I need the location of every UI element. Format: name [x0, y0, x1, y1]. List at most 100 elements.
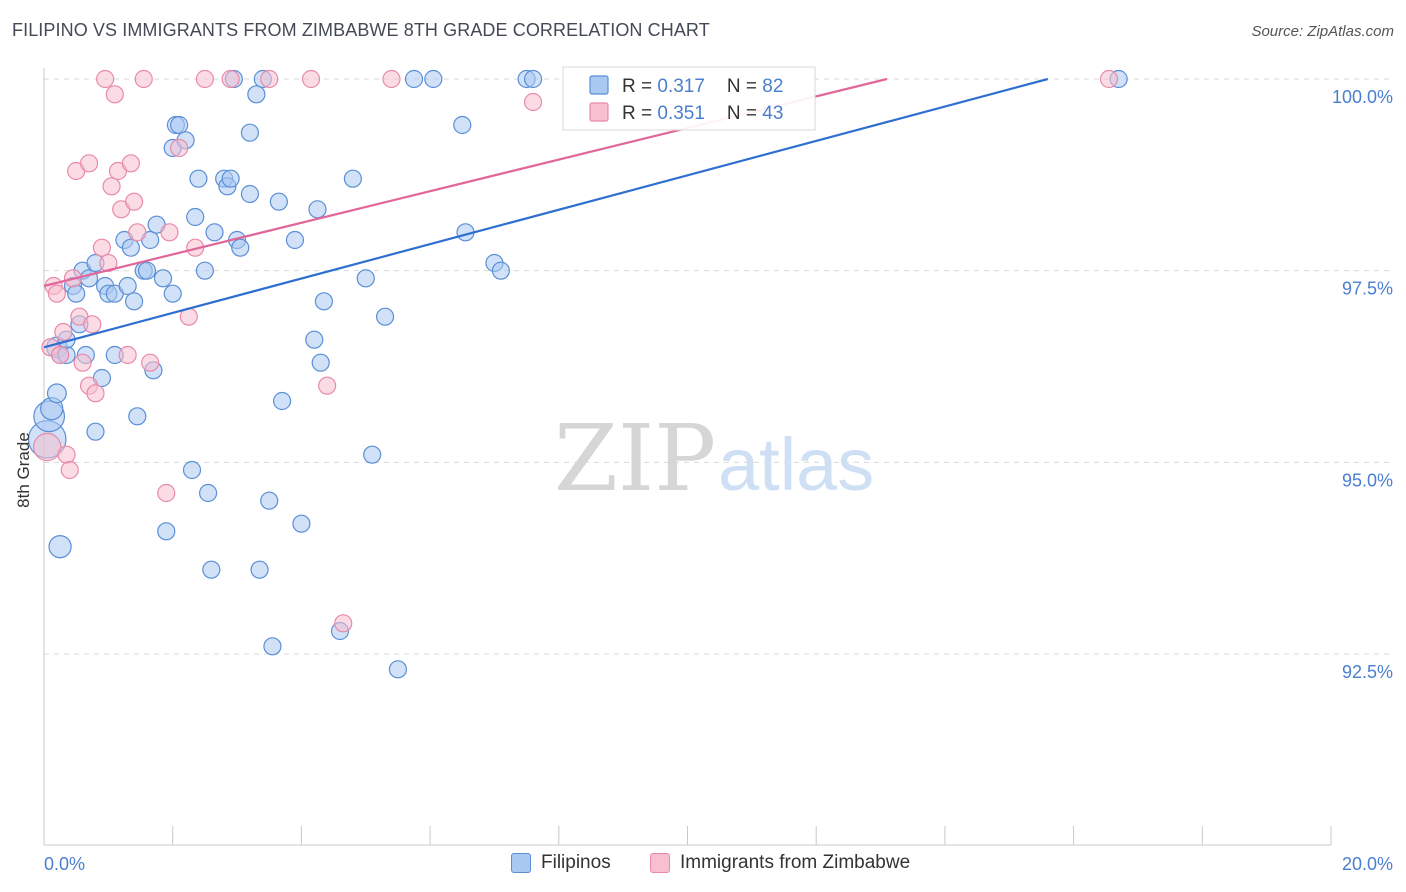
- filipino-point-41: [195, 261, 214, 280]
- filipino-point-4: [46, 383, 67, 404]
- source-label: Source: ZipAtlas.com: [1251, 23, 1394, 40]
- filipino-point-58: [269, 192, 288, 211]
- filipino-point-43: [202, 560, 221, 579]
- filipino-point-65: [314, 292, 334, 311]
- zimbabwe-point-39: [334, 614, 353, 633]
- bottom-legend: Filipinos Immigrants from Zimbabwe: [0, 848, 1406, 880]
- y-tick-label-2: 97.5%: [1342, 279, 1393, 299]
- zimbabwe-point-31: [170, 138, 189, 158]
- zimbabwe-point-36: [260, 69, 279, 89]
- filipino-point-32: [157, 522, 176, 541]
- zimbabwe-point-34: [195, 69, 214, 89]
- filipino-point-39: [186, 207, 205, 227]
- zimbabwe-point-35: [221, 69, 240, 89]
- watermark-zip: ZIP: [554, 405, 716, 512]
- filipino-point-33: [163, 284, 182, 303]
- zimbabwe-point-13: [79, 154, 99, 173]
- zimbabwe-point-14: [83, 315, 102, 334]
- zimbabwe-point-16: [92, 238, 112, 257]
- zimbabwe-point-28: [141, 353, 160, 372]
- filipino-point-31: [153, 269, 173, 288]
- filipino-point-64: [311, 353, 330, 372]
- zimbabwe-point-4: [50, 345, 70, 365]
- zimbabwe-point-30: [160, 223, 179, 242]
- filipino-point-74: [453, 115, 472, 135]
- filipino-point-56: [260, 491, 279, 510]
- zimbabwe-point-41: [523, 92, 543, 112]
- filipino-point-36: [170, 115, 189, 135]
- filipino-point-22: [118, 276, 137, 296]
- chart-title: FILIPINO VS IMMIGRANTS FROM ZIMBABWE 8TH…: [12, 20, 710, 40]
- zimbabwe-point-20: [105, 85, 124, 104]
- filipino-point-24: [124, 292, 144, 311]
- legend-label-filipinos: Filipinos: [541, 852, 611, 873]
- legend-swatch-blue: [511, 853, 531, 873]
- filipino-point-57: [263, 637, 282, 656]
- filipino-point-44: [205, 223, 224, 242]
- filipino-point-72: [404, 69, 424, 89]
- zimbabwe-point-23: [118, 345, 137, 365]
- legend-stats-box: R = 0.317 N = 82 R = 0.351 N = 43: [562, 66, 816, 131]
- filipino-point-69: [363, 445, 382, 464]
- watermark: ZIP atlas: [554, 405, 874, 512]
- x-tick-label-0: 0.0%: [44, 854, 85, 874]
- zimbabwe-point-19: [102, 177, 121, 196]
- zimbabwe-point-7: [60, 460, 79, 480]
- y-axis-label: 8th Grade: [14, 432, 33, 508]
- zimbabwe-point-6: [57, 445, 76, 464]
- legend-label-zimbabwe: Immigrants from Zimbabwe: [680, 852, 911, 873]
- zimbabwe-point-29: [157, 483, 176, 503]
- y-axis-label-wrap: 8th Grade: [10, 400, 40, 540]
- filipino-point-25: [128, 407, 147, 426]
- y-tick-label-3: 100.0%: [1332, 87, 1393, 107]
- filipino-point-40: [189, 169, 208, 188]
- zimbabwe-point-3: [47, 284, 66, 303]
- zimbabwe-point-26: [128, 223, 147, 242]
- legend-stats-swatch-0: [589, 75, 609, 95]
- filipino-point-27: [137, 261, 157, 280]
- filipino-point-38: [182, 460, 202, 480]
- filipino-point-70: [375, 307, 395, 326]
- zimbabwe-point-24: [121, 154, 140, 173]
- legend-stats-row-0: R = 0.317 N = 82: [622, 76, 783, 97]
- zimbabwe-point-11: [73, 353, 92, 372]
- filipino-point-77: [491, 261, 510, 280]
- filipino-point-59: [272, 391, 292, 411]
- filipino-point-23: [121, 238, 140, 257]
- filipino-point-67: [343, 169, 362, 188]
- zimbabwe-point-38: [318, 376, 337, 395]
- zimbabwe-point-40: [382, 69, 401, 89]
- zimbabwe-point-37: [301, 69, 321, 89]
- y-tick-label-1: 95.0%: [1342, 470, 1393, 490]
- zimbabwe-point-42: [1099, 69, 1119, 89]
- gridlines: [44, 78, 1391, 655]
- x-tick-labels: 0.0% 20.0%: [44, 854, 1393, 874]
- filipino-point-9: [67, 284, 86, 303]
- filipino-point-42: [198, 483, 218, 503]
- filipino-trend-line: [43, 77, 1049, 349]
- filipino-point-80: [48, 535, 72, 559]
- filipino-point-73: [424, 69, 443, 89]
- filipino-point-61: [292, 514, 311, 533]
- legend-item-zimbabwe[interactable]: Immigrants from Zimbabwe: [650, 852, 910, 874]
- points: [27, 69, 1128, 679]
- filipino-point-71: [388, 660, 408, 679]
- legend-stats-row-1: R = 0.351 N = 43: [622, 103, 783, 124]
- zimbabwe-point-17: [96, 69, 115, 89]
- filipino-point-15: [86, 422, 105, 441]
- filipino-point-60: [285, 230, 305, 250]
- x-tick-label-1: 20.0%: [1342, 854, 1393, 874]
- y-tick-label-0: 92.5%: [1342, 662, 1393, 682]
- filipino-point-68: [356, 269, 375, 288]
- zimbabwe-point-25: [124, 192, 144, 211]
- zimbabwe-point-15: [86, 384, 105, 403]
- legend-swatch-pink: [650, 853, 670, 873]
- watermark-atlas: atlas: [718, 423, 874, 506]
- filipino-point-54: [250, 560, 269, 579]
- legend-item-filipinos[interactable]: Filipinos: [511, 852, 611, 874]
- filipino-point-79: [523, 69, 543, 89]
- filipino-point-52: [240, 184, 260, 204]
- filipino-point-62: [305, 330, 324, 349]
- zimbabwe-point-5: [54, 322, 73, 342]
